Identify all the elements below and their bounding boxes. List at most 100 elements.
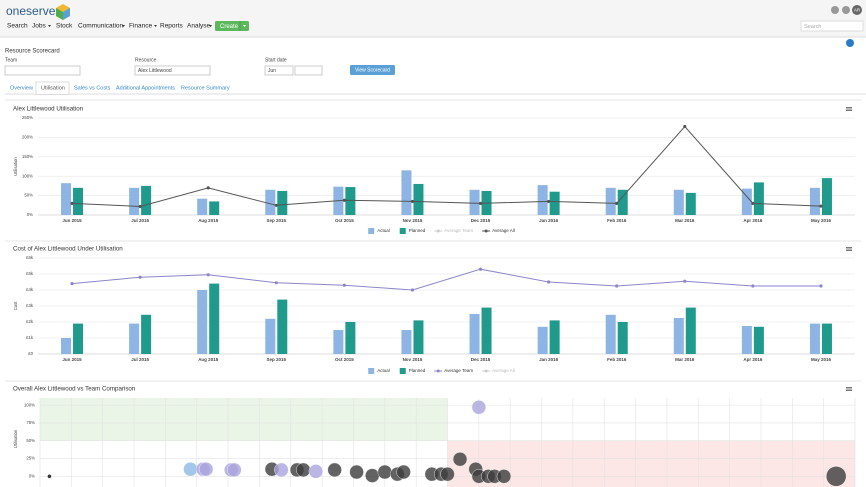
notification-icon[interactable] [842,6,850,14]
month-select[interactable] [264,65,294,76]
y-tick-label: £1k [26,335,34,340]
bar [741,188,752,215]
menu-item[interactable]: Stock [56,23,73,30]
menu-item[interactable]: Search [7,23,28,30]
tab[interactable]: Utilisation [41,85,65,91]
bubble [227,462,242,478]
legend-swatch [484,369,488,373]
menu-item[interactable]: Jobs [32,23,46,30]
x-tick-label: Mar 2016 [675,218,695,223]
bar [537,185,548,215]
resource-value: Alex Littlewood [138,68,172,74]
y-axis-label: Utilisation [13,157,18,176]
region [447,440,855,487]
bar [673,189,684,215]
menu-item[interactable]: Analyse [187,23,211,30]
bar [401,170,412,215]
x-tick-label: Sep 2015 [267,357,287,362]
legend-swatch [399,368,406,374]
bubble [183,462,198,477]
x-tick-label: Dec 2015 [471,218,491,223]
x-tick-label: Dec 2015 [471,357,491,362]
page-help[interactable] [846,39,854,47]
point [274,203,278,207]
bar [617,189,628,215]
caret [243,25,246,27]
y-axis-label: Cost [13,301,18,311]
bubble [274,462,289,478]
logo[interactable]: oneserve [6,4,56,18]
bubble [496,469,512,484]
create-label: Create [220,24,239,30]
x-tick-label: Feb 2016 [607,218,627,223]
menu-item[interactable]: Finance [129,23,153,30]
y-tick-label: 100% [22,173,33,178]
x-tick-label: Apr 2016 [743,357,763,362]
bar [129,323,140,354]
bubble [47,474,52,479]
x-tick-label: Jul 2015 [131,357,149,362]
bubble [327,462,342,478]
menu-item[interactable]: Communication [78,23,124,30]
year-select[interactable] [294,65,323,76]
view-button[interactable] [350,65,395,75]
tab[interactable]: Overview [10,85,33,91]
avatar[interactable] [852,5,862,15]
bubble [825,466,847,487]
y-tick-label: 150% [22,154,33,159]
bubble [296,462,311,478]
y-tick-label: 200% [22,135,33,140]
x-tick-label: Oct 2015 [335,357,354,362]
help-icon[interactable] [831,6,839,14]
x-tick-label: Sep 2015 [267,218,287,223]
bar [673,318,684,354]
bubble [349,464,364,480]
menu-item[interactable]: Reports [160,23,184,30]
point [70,282,74,286]
y-tick-label: 50% [24,193,33,198]
bar [821,178,832,215]
resource-select[interactable] [134,65,211,76]
search-input[interactable] [800,20,864,32]
point [615,284,619,288]
start-label: Start date [265,57,287,63]
legend: Actual Planned Average Team Average All [368,228,515,234]
chart-menu[interactable] [846,107,852,111]
point [547,199,551,204]
bar [141,185,152,215]
line [71,268,821,291]
point [342,283,346,287]
chart-menu[interactable] [846,246,852,252]
x-tick-label: Nov 2015 [403,357,423,362]
tab[interactable]: Sales vs Costs [74,85,111,91]
bar [73,323,84,354]
tab[interactable]: Resource Summary [181,85,230,91]
point [478,201,483,205]
bar [809,187,820,215]
x-tick-label: Jun 2015 [62,218,82,223]
bar [741,326,752,354]
bar [537,326,548,354]
bar [469,189,480,215]
x-tick-label: Aug 2015 [198,218,219,223]
y-tick-label: £5k [26,271,34,276]
bubble [471,400,487,415]
tab[interactable]: Additional Appointments [116,85,175,91]
chart-menu[interactable] [846,386,852,392]
logo-icon [56,4,70,20]
bar [413,183,424,215]
point [547,280,551,284]
bar [197,198,208,215]
legend-label: Average All [492,368,515,373]
y-tick-label: £0 [28,351,33,356]
bar [549,320,560,354]
bubble [452,452,468,467]
y-tick-label: 250% [22,115,33,120]
y-tick-label: £3k [26,303,34,308]
point [138,204,142,209]
point [206,186,210,190]
bar [345,322,356,354]
bar [345,187,356,215]
bar [481,307,492,354]
team-select[interactable] [4,65,81,76]
